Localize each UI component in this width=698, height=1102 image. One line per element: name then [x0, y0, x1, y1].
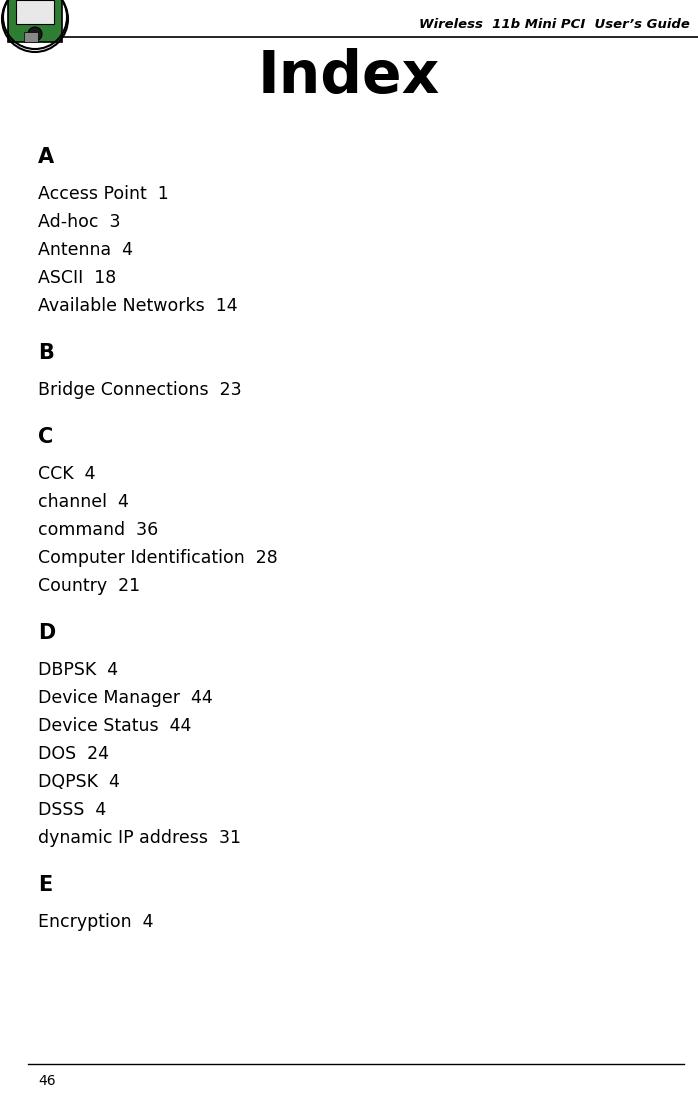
Text: channel  4: channel 4	[38, 493, 129, 511]
FancyBboxPatch shape	[24, 32, 38, 42]
Text: command  36: command 36	[38, 521, 158, 539]
Text: DOS  24: DOS 24	[38, 745, 109, 763]
FancyBboxPatch shape	[16, 0, 54, 24]
Text: Antenna  4: Antenna 4	[38, 241, 133, 259]
Text: Device Manager  44: Device Manager 44	[38, 689, 213, 707]
Text: CCK  4: CCK 4	[38, 465, 96, 483]
Text: DQPSK  4: DQPSK 4	[38, 773, 120, 791]
Text: Wireless  11b Mini PCI  User’s Guide: Wireless 11b Mini PCI User’s Guide	[419, 18, 690, 31]
Text: C: C	[38, 426, 53, 447]
Text: DSSS  4: DSSS 4	[38, 801, 106, 819]
Text: Available Networks  14: Available Networks 14	[38, 298, 237, 315]
Text: Bridge Connections  23: Bridge Connections 23	[38, 381, 242, 399]
Text: E: E	[38, 875, 52, 895]
Text: Computer Identification  28: Computer Identification 28	[38, 549, 278, 568]
Text: DBPSK  4: DBPSK 4	[38, 661, 118, 679]
Text: Index: Index	[258, 48, 440, 106]
Text: A: A	[38, 147, 54, 168]
Text: ASCII  18: ASCII 18	[38, 269, 117, 287]
Text: Access Point  1: Access Point 1	[38, 185, 169, 203]
Text: 46: 46	[38, 1074, 56, 1088]
Text: Country  21: Country 21	[38, 577, 140, 595]
Text: D: D	[38, 623, 55, 642]
Text: Device Status  44: Device Status 44	[38, 717, 191, 735]
Text: dynamic IP address  31: dynamic IP address 31	[38, 829, 241, 847]
Text: B: B	[38, 343, 54, 363]
Circle shape	[28, 28, 42, 41]
Text: Encryption  4: Encryption 4	[38, 912, 154, 931]
FancyBboxPatch shape	[8, 0, 62, 42]
Text: Ad-hoc  3: Ad-hoc 3	[38, 213, 121, 231]
